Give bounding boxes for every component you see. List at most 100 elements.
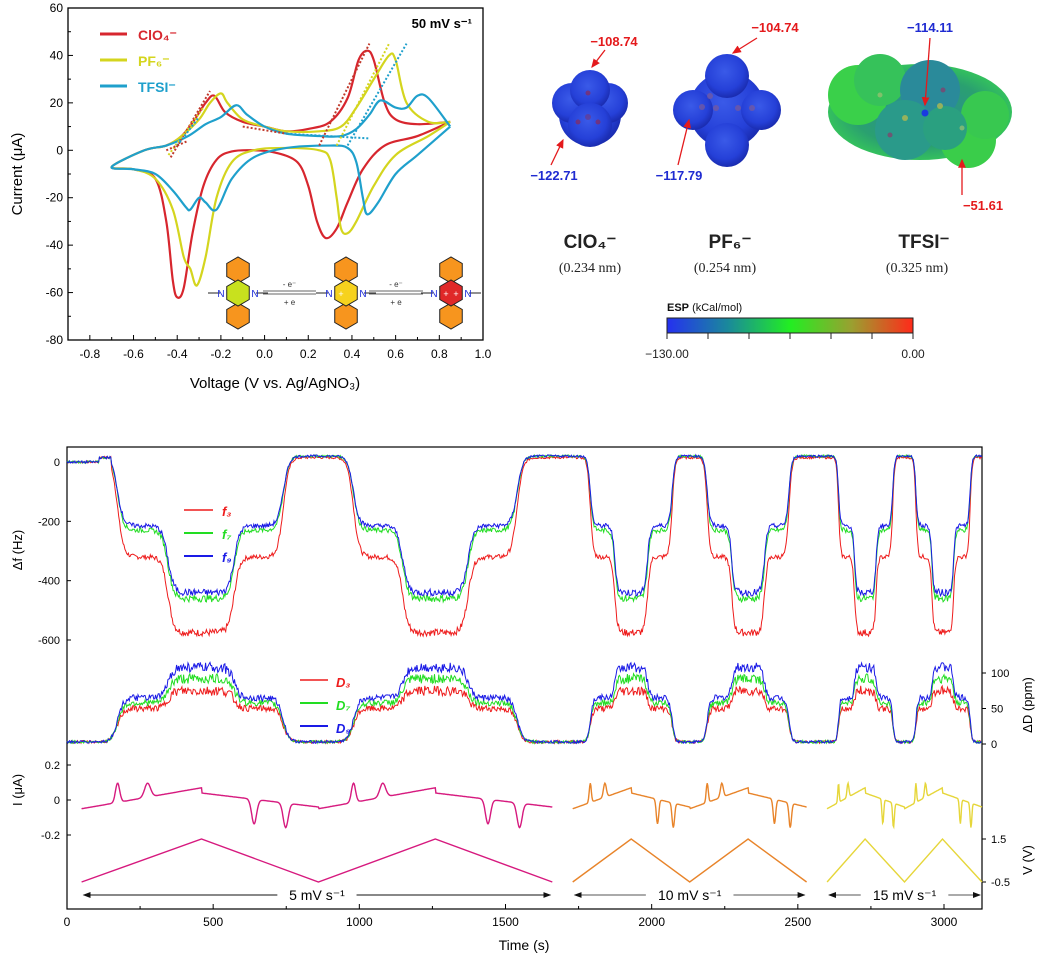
eqcm-xtick-label: 3000 (931, 915, 958, 929)
tfsi-min-arrow (921, 37, 931, 107)
cv-ytick-label: 40 (50, 48, 64, 62)
current-ylabel: I (μA) (10, 774, 25, 806)
tfsi-max-value: −51.61 (963, 198, 1003, 213)
ring (226, 302, 250, 330)
cv-ylabel: Current (μA) (9, 133, 26, 216)
cv-tangent-line (169, 90, 211, 158)
freq-ytick-label: -200 (38, 516, 60, 528)
cv-xtick-label: 0.4 (344, 347, 361, 361)
ring (334, 279, 358, 307)
pf6-size: (0.254 nm) (694, 261, 757, 276)
legend-f9: f₉ (222, 550, 231, 565)
nitrogen-label: N (359, 289, 366, 300)
current-trace-2 (826, 780, 983, 830)
cv-xtick-label: 0.2 (300, 347, 317, 361)
ring (334, 256, 358, 284)
redox-scheme: N N N N+ N N+ +- e⁻+ e- e⁻+ e (208, 256, 481, 330)
ring (226, 279, 250, 307)
scan-rate-label: 5 mV s⁻¹ (289, 887, 345, 903)
freq-series-f9 (66, 453, 983, 598)
cv-ytick-label: 20 (50, 96, 64, 110)
cv-plot-frame (67, 7, 484, 341)
voltage-trace-2 (826, 837, 983, 884)
scan-rate-label: 10 mV s⁻¹ (658, 887, 722, 903)
eqcm-plot: 0 500 1000 1500 2000 2500 3000 0-200-400-60010… (10, 446, 1035, 953)
cv-tangent-lines (165, 43, 408, 158)
charge: + (338, 289, 343, 299)
scheme-molecule: N N + + (421, 256, 481, 330)
ring (439, 302, 463, 330)
current-trace-0 (81, 782, 553, 829)
cv-ytick-label: 0 (56, 143, 63, 157)
freq-series-f3 (66, 455, 983, 638)
legend-label-tfsi: TFSI⁻ (138, 79, 176, 95)
legend-d9: D₉ (336, 721, 351, 736)
legend-f3: f₃ (222, 504, 231, 519)
cv-tangent-line (286, 132, 370, 140)
cv-plot: -0.8 -0.6 -0.4 -0.2 0.0 0.2 0.4 0.6 0.8 1.0 60 40 2… (9, 1, 492, 392)
nitrogen-label: N (217, 289, 224, 300)
cv-tangent-line (318, 43, 371, 146)
clo4-min-arrow (550, 138, 564, 166)
molecule-tfsi (828, 54, 1012, 168)
cv-xtick-label: 0.6 (387, 347, 404, 361)
legend-d3: D₃ (336, 675, 350, 690)
cv-xtick-label: -0.4 (167, 347, 188, 361)
pf6-max-arrow (731, 37, 758, 54)
clo4-size: (0.234 nm) (559, 261, 622, 276)
current-trace-1 (572, 781, 807, 828)
molecule-clo4 (552, 70, 628, 147)
voltage-trace-0 (81, 838, 553, 883)
ring (439, 256, 463, 284)
freq-ytick-label: -400 (38, 576, 60, 588)
freq-ytick-label: -600 (38, 635, 60, 647)
voltage-ytick-label: -0.5 (991, 877, 1010, 889)
pf6-min-value: −117.79 (656, 168, 703, 183)
legend-label-clo4: ClO₄⁻ (138, 27, 177, 43)
arrow-label-oxidation: - e⁻ (389, 280, 403, 289)
nitrogen-label: N (464, 289, 471, 300)
cv-tangent-line (335, 43, 390, 147)
cv-series-line-2 (110, 93, 452, 216)
nitrogen-label: N (251, 289, 258, 300)
diss-ytick-label: 0 (991, 739, 997, 751)
charge: + (443, 289, 448, 299)
legend-label-pf6: PF₆⁻ (138, 53, 170, 69)
colorbar-min-label: −130.00 (645, 347, 689, 361)
nitrogen-label: N (325, 289, 332, 300)
pf6-min-arrow (677, 118, 691, 166)
arrow-label-reduction: + e (390, 298, 402, 307)
legend-d7: D₇ (336, 698, 350, 713)
pf6-max-value: −104.74 (751, 20, 799, 35)
cv-ytick-label: -40 (46, 238, 64, 252)
cv-ytick-label: -80 (46, 333, 64, 347)
diss-series-D9 (66, 661, 982, 745)
eqcm-xtick-label: 2000 (638, 915, 665, 929)
cv-tangent-line (242, 125, 287, 135)
voltage-ytick-label: 1.5 (991, 834, 1006, 846)
colorbar-title: ESP (kCal/mol) (667, 302, 742, 314)
pf6-name: PF₆⁻ (709, 232, 752, 253)
diss-series-D3 (66, 684, 982, 745)
eqcm-xtick-label: 0 (64, 915, 71, 929)
cv-xlabel: Voltage (V vs. Ag/AgNO₃) (190, 375, 360, 392)
eqcm-xtick-label: 500 (203, 915, 223, 929)
freq-ytick-label: 0 (54, 457, 60, 469)
cv-xtick-label: -0.8 (79, 347, 100, 361)
cv-ytick-label: -20 (46, 191, 64, 205)
diss-legend: D₃ D₇ D₉ (300, 675, 351, 736)
current-ytick-label: -0.2 (41, 830, 60, 842)
clo4-max-arrow (591, 49, 606, 69)
cv-scan-rate-annotation: 50 mV s⁻¹ (412, 16, 472, 31)
freq-ylabel: Δf (Hz) (10, 530, 25, 570)
arrow-label-reduction: + e (284, 298, 296, 307)
clo4-min-value: −122.71 (530, 168, 577, 183)
ring (334, 302, 358, 330)
esp-panel: −108.74 −122.71 −104.74 −117.79 −114.11 … (530, 20, 1012, 361)
clo4-max-value: −108.74 (590, 34, 638, 49)
freq-legend: f₃ f₇ f₉ (184, 504, 231, 565)
cv-xtick-label: -0.2 (211, 347, 232, 361)
clo4-name: ClO₄⁻ (564, 232, 617, 253)
eqcm-xlabel: Time (s) (499, 937, 550, 953)
